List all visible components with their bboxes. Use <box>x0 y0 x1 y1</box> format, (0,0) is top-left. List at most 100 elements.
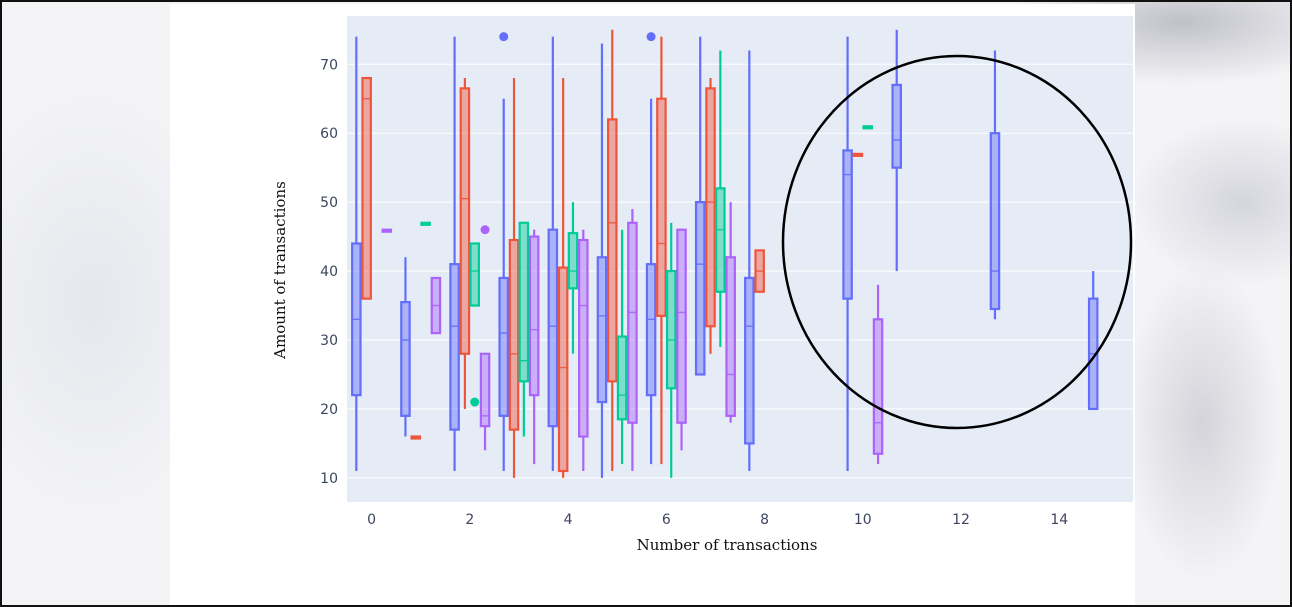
box-body <box>676 228 687 424</box>
box-body <box>606 118 618 383</box>
box <box>725 202 736 423</box>
y-tick-label: 40 <box>320 264 338 280</box>
y-tick-label: 20 <box>320 402 338 418</box>
x-tick-label: 4 <box>564 512 573 528</box>
box-body <box>725 256 736 417</box>
x-tick-label: 2 <box>465 512 474 528</box>
box <box>567 202 579 354</box>
box <box>744 50 755 471</box>
box-body <box>596 256 608 404</box>
box-body <box>518 221 530 383</box>
box <box>498 32 509 471</box>
box <box>616 229 628 465</box>
outlier-point <box>480 225 490 235</box>
series-0 <box>351 29 1099 478</box>
series-1 <box>361 29 864 478</box>
box <box>381 228 393 233</box>
x-tick-label: 6 <box>662 512 671 528</box>
box <box>656 36 667 465</box>
x-tick-label: 10 <box>854 512 872 528</box>
box-body <box>694 201 706 376</box>
box <box>361 76 372 300</box>
box-body <box>578 238 589 438</box>
box-body <box>715 187 726 293</box>
box-body <box>744 276 755 445</box>
box <box>754 249 765 293</box>
box <box>557 78 569 478</box>
box <box>891 29 902 272</box>
axis-ticks: 10 20 30 40 50 60 70 0 2 4 6 8 10 12 14 <box>320 57 1068 528</box>
box-body <box>656 97 667 317</box>
box <box>645 32 657 465</box>
x-tick-label: 12 <box>952 512 970 528</box>
box <box>578 229 589 471</box>
box <box>479 225 491 451</box>
x-tick-label: 14 <box>1050 512 1068 528</box>
outlier-point <box>646 32 656 42</box>
box <box>459 78 471 409</box>
box <box>665 222 677 478</box>
x-tick-label: 0 <box>367 512 376 528</box>
gridlines <box>347 63 1133 479</box>
box-body <box>842 149 853 300</box>
series-3 <box>381 202 884 471</box>
box-body <box>479 352 491 428</box>
y-tick-label: 10 <box>320 471 338 487</box>
box <box>852 152 864 157</box>
box <box>518 221 530 437</box>
box-body <box>547 228 559 428</box>
box-body <box>989 132 1001 311</box>
box-body <box>567 232 579 290</box>
y-tick-label: 70 <box>320 57 338 73</box>
box <box>351 36 362 471</box>
box <box>547 36 559 471</box>
box <box>872 284 884 465</box>
box <box>715 50 726 347</box>
box <box>606 29 618 471</box>
highlight-circle <box>781 54 1133 430</box>
box-body <box>665 269 677 390</box>
box-body <box>645 263 657 397</box>
outlier-point <box>470 397 480 407</box>
box <box>469 242 481 407</box>
box <box>862 125 874 130</box>
box-body <box>498 276 509 417</box>
box-body <box>891 83 902 169</box>
box-body <box>449 263 460 431</box>
y-axis-title: Amount of transactions <box>271 181 289 360</box>
box-body <box>616 335 628 421</box>
box-body <box>508 238 520 431</box>
box <box>410 435 422 440</box>
box <box>420 221 431 226</box>
box-body <box>400 300 411 417</box>
box <box>676 228 687 451</box>
box-body <box>627 221 638 424</box>
box <box>694 36 706 376</box>
box-body <box>361 76 372 300</box>
box <box>449 36 460 471</box>
box <box>627 209 638 471</box>
outlier-point <box>499 32 509 42</box>
box-body <box>469 242 481 307</box>
box-body <box>528 235 540 397</box>
y-tick-label: 60 <box>320 126 338 142</box>
series-2 <box>420 50 874 478</box>
box <box>528 229 540 465</box>
box <box>508 78 520 478</box>
y-tick-label: 50 <box>320 195 338 211</box>
box-body <box>705 87 716 328</box>
x-axis-title: Number of transactions <box>637 536 818 554</box>
box-body <box>459 87 471 355</box>
box <box>705 78 716 354</box>
box <box>842 36 853 471</box>
box <box>400 257 411 437</box>
box <box>430 276 442 335</box>
box <box>989 50 1001 320</box>
y-tick-label: 30 <box>320 333 338 349</box>
x-tick-label: 8 <box>760 512 769 528</box>
box <box>596 43 608 478</box>
box-body <box>872 318 884 455</box>
box-series <box>351 29 1099 478</box>
